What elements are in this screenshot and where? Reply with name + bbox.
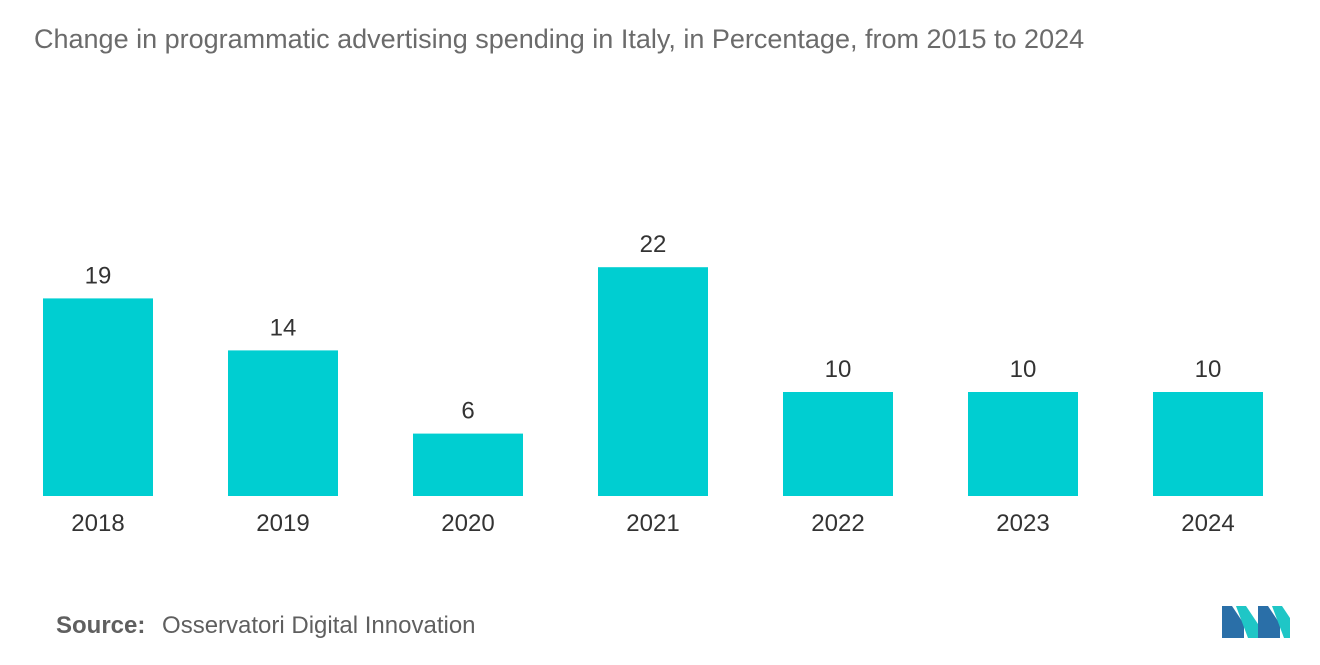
bar-2018 — [43, 298, 153, 496]
value-label-2019: 14 — [270, 314, 297, 341]
bar-2020 — [413, 433, 523, 496]
x-tick-2018: 2018 — [71, 510, 124, 537]
mordor-intelligence-logo-icon — [1222, 606, 1290, 638]
x-tick-2019: 2019 — [256, 510, 309, 537]
value-label-2022: 10 — [825, 356, 852, 383]
chart-title: Change in programmatic advertising spend… — [34, 24, 1085, 54]
bar-2023 — [968, 392, 1078, 496]
value-label-2021: 22 — [640, 231, 667, 258]
source-value: Osservatori Digital Innovation — [162, 612, 476, 639]
x-tick-2020: 2020 — [441, 510, 494, 537]
value-label-2024: 10 — [1195, 356, 1222, 383]
value-label-2023: 10 — [1010, 356, 1037, 383]
value-labels-group: 19 14 6 22 10 10 10 — [85, 231, 1222, 424]
x-tick-2022: 2022 — [811, 510, 864, 537]
x-tick-2021: 2021 — [626, 510, 679, 537]
source-label: Source: — [56, 612, 146, 639]
value-label-2020: 6 — [461, 398, 474, 425]
bar-2021 — [598, 267, 708, 496]
bar-2019 — [228, 350, 338, 496]
x-tick-2023: 2023 — [996, 510, 1049, 537]
bar-2024 — [1153, 392, 1263, 496]
value-label-2018: 19 — [85, 262, 112, 289]
bars-group — [43, 267, 1263, 496]
x-tick-2024: 2024 — [1181, 510, 1234, 537]
source-note: Source: Osservatori Digital Innovation — [56, 612, 476, 640]
bar-2022 — [783, 392, 893, 496]
x-axis-ticks: 2018 2019 2020 2021 2022 2023 2024 — [71, 510, 1234, 537]
